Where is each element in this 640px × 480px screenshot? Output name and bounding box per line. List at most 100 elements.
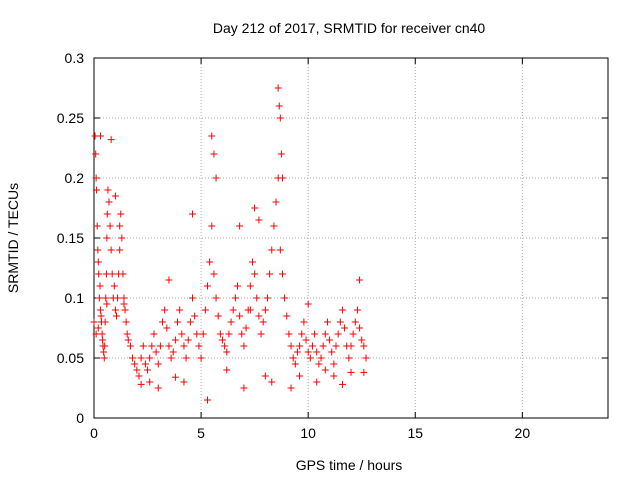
data-point (103, 210, 111, 218)
data-point (221, 342, 229, 350)
data-point (223, 348, 231, 356)
data-point (353, 306, 361, 314)
data-point (103, 234, 111, 242)
x-tick-label: 5 (197, 425, 205, 441)
data-point (137, 380, 145, 388)
data-point (283, 312, 291, 320)
data-point (266, 270, 274, 278)
data-point (233, 282, 241, 290)
data-point (180, 378, 188, 386)
data-point (240, 384, 248, 392)
data-point (96, 306, 104, 314)
x-tick-labels: 0 5 10 15 20 (90, 425, 530, 441)
data-point (362, 354, 370, 362)
data-point (116, 222, 124, 230)
data-point (174, 318, 182, 326)
data-point (251, 270, 259, 278)
data-point (119, 270, 127, 278)
data-point (259, 318, 267, 326)
data-point (319, 342, 327, 350)
data-point (360, 368, 368, 376)
x-axis-label: GPS time / hours (296, 457, 403, 473)
data-point (248, 258, 256, 266)
data-point (296, 372, 304, 380)
data-point (229, 306, 237, 314)
data-point (345, 354, 353, 362)
data-point (131, 360, 139, 368)
data-point (121, 306, 129, 314)
data-point (191, 312, 199, 320)
data-point (338, 306, 346, 314)
data-point (242, 324, 250, 332)
data-point (206, 258, 214, 266)
data-point (275, 102, 283, 110)
data-point (214, 312, 222, 320)
data-point (304, 348, 312, 356)
data-point (107, 246, 115, 254)
data-point (330, 360, 338, 368)
data-point (159, 318, 167, 326)
data-point (195, 342, 203, 350)
data-point (251, 204, 259, 212)
data-point (167, 354, 175, 362)
data-point (313, 348, 321, 356)
data-point (332, 342, 340, 350)
data-point (287, 384, 295, 392)
data-point (186, 318, 194, 326)
data-point (204, 282, 212, 290)
data-point (293, 348, 301, 356)
data-point (146, 354, 154, 362)
data-point (289, 354, 297, 362)
data-point (321, 330, 329, 338)
data-point (285, 330, 293, 338)
data-point (120, 300, 128, 308)
data-point (276, 246, 284, 254)
y-tick-label: 0.3 (65, 50, 85, 66)
data-point (302, 336, 310, 344)
data-point (255, 312, 263, 320)
data-point (189, 210, 197, 218)
data-point (154, 384, 162, 392)
data-point (133, 366, 141, 374)
data-point (165, 342, 173, 350)
y-tick-label: 0.2 (65, 170, 85, 186)
data-point (103, 300, 111, 308)
data-point (102, 294, 110, 302)
data-point (100, 354, 108, 362)
data-point (156, 342, 164, 350)
data-point (261, 306, 269, 314)
data-point (268, 378, 276, 386)
chart-title: Day 212 of 2017, SRMTID for receiver cn4… (213, 20, 486, 36)
data-point (122, 318, 130, 326)
data-point (93, 222, 101, 230)
data-point (328, 348, 336, 356)
data-point (287, 342, 295, 350)
data-point (201, 306, 209, 314)
data-point (154, 360, 162, 368)
data-point (176, 306, 184, 314)
data-point (171, 373, 179, 381)
data-point (216, 330, 224, 338)
data-point (311, 330, 319, 338)
data-point (92, 174, 100, 182)
data-point (141, 360, 149, 368)
data-point (274, 84, 282, 92)
data-point (227, 318, 235, 326)
data-point (116, 246, 124, 254)
data-point (171, 336, 179, 344)
data-point (261, 372, 269, 380)
data-point (296, 342, 304, 350)
data-point (212, 294, 220, 302)
data-point (104, 186, 112, 194)
data-point (110, 282, 118, 290)
data-point (270, 222, 278, 230)
y-tick-label: 0.1 (65, 290, 85, 306)
data-point (120, 294, 128, 302)
data-point (111, 192, 119, 200)
x-tick-label: 0 (90, 425, 98, 441)
data-point (277, 150, 285, 158)
data-point (268, 246, 276, 254)
data-point (165, 276, 173, 284)
data-point (347, 342, 355, 350)
